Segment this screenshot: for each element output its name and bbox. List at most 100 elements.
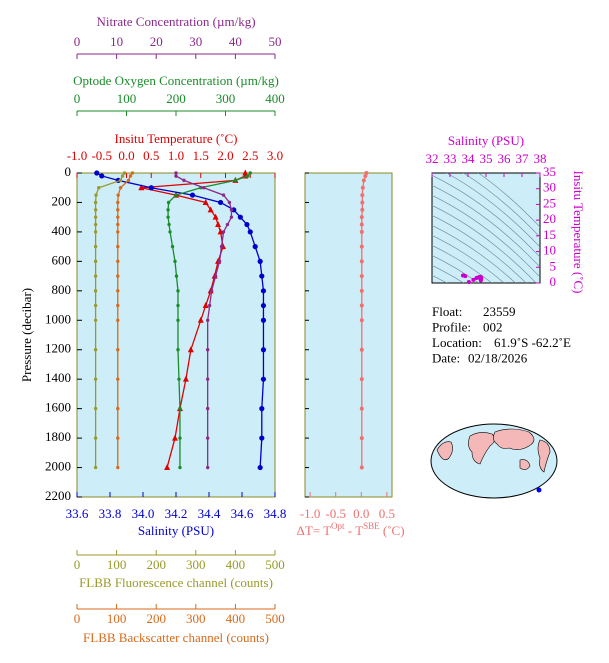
- point: [94, 170, 100, 176]
- point: [128, 174, 133, 178]
- density-contour: [432, 245, 493, 283]
- y-tick-label: 1800: [45, 429, 71, 444]
- plot-background: [431, 172, 541, 284]
- x-tick-label: 34.2: [165, 506, 188, 521]
- point: [221, 193, 226, 197]
- y-tick-label: 0: [550, 274, 557, 289]
- point: [118, 178, 123, 183]
- point: [229, 215, 234, 219]
- x-tick-label: 2.0: [217, 148, 233, 163]
- x-axis-title-part: SBE: [363, 521, 380, 531]
- point: [209, 289, 214, 293]
- y-tick-label: 800: [52, 282, 72, 297]
- point: [168, 230, 172, 234]
- density-contour: [432, 275, 448, 283]
- ts-point: [463, 274, 468, 279]
- point: [233, 178, 238, 183]
- point: [259, 406, 265, 412]
- x-tick-label: 500: [265, 611, 285, 626]
- point: [116, 222, 120, 227]
- point: [359, 215, 364, 220]
- point: [213, 274, 218, 278]
- density-contour: [432, 235, 505, 283]
- point: [205, 436, 210, 440]
- point: [93, 200, 98, 205]
- density-contour: [432, 175, 540, 258]
- x-tick-label: 200: [146, 611, 166, 626]
- point: [167, 222, 171, 227]
- x-tick-label: 1.0: [168, 148, 184, 163]
- world-map: [430, 423, 558, 499]
- x-tick-label: 34.8: [264, 506, 287, 521]
- point: [202, 198, 209, 205]
- point: [93, 377, 98, 381]
- point: [116, 193, 120, 197]
- point: [359, 288, 364, 293]
- y-tick-label: 35: [543, 164, 556, 179]
- x-tick-label: 10: [110, 34, 123, 49]
- point: [116, 436, 120, 440]
- y-tick-label: 1200: [45, 341, 71, 356]
- x-tick-label: 0: [74, 557, 81, 572]
- point: [130, 171, 135, 175]
- info-value: 002: [483, 319, 503, 334]
- x-tick-label: 36: [498, 151, 512, 166]
- point: [361, 178, 366, 183]
- y-tick-label: 1600: [45, 400, 71, 415]
- density-contour: [432, 265, 465, 283]
- point: [227, 200, 232, 205]
- point: [359, 244, 364, 249]
- point: [93, 406, 98, 411]
- point: [93, 208, 98, 212]
- point: [99, 173, 105, 179]
- point: [176, 348, 180, 352]
- point: [360, 207, 365, 212]
- x-tick-label: -1.0: [300, 506, 321, 521]
- y-tick-label: 1000: [45, 311, 71, 326]
- x-tick-label: 400: [226, 611, 246, 626]
- x-tick-label: -1.0: [67, 148, 88, 163]
- x-tick-label: 100: [107, 611, 127, 626]
- x-tick-label: 35: [480, 151, 493, 166]
- point: [174, 171, 178, 175]
- x-tick-label: 200: [146, 557, 166, 572]
- point: [116, 274, 120, 278]
- density-contour: [462, 173, 540, 238]
- x-tick-label: 0: [74, 611, 81, 626]
- x-tick-label: 34.0: [132, 506, 155, 521]
- point: [359, 259, 364, 264]
- x-tick-label: 200: [166, 91, 186, 106]
- x-tick-label: 300: [216, 91, 236, 106]
- point: [359, 222, 364, 227]
- x-tick-label: 2.5: [242, 148, 258, 163]
- x-axis-title-part: - T: [345, 523, 364, 538]
- point: [259, 435, 265, 441]
- point: [116, 406, 120, 411]
- point: [225, 222, 230, 227]
- point: [237, 214, 243, 220]
- point: [359, 436, 364, 441]
- point: [116, 465, 120, 470]
- point: [257, 464, 263, 471]
- point: [217, 199, 224, 206]
- y-tick-label: 2000: [45, 459, 71, 474]
- x-tick-label: 33.6: [66, 506, 89, 521]
- ts-point: [466, 280, 471, 285]
- density-contour: [432, 225, 516, 283]
- point: [359, 377, 364, 382]
- x-tick-label: 0.5: [143, 148, 159, 163]
- point: [178, 436, 182, 440]
- density-contour: [432, 195, 540, 278]
- point: [116, 259, 120, 264]
- x-tick-label: 0.5: [379, 506, 395, 521]
- x-tick-label: 0.0: [353, 506, 369, 521]
- info-value: 02/18/2026: [468, 350, 528, 365]
- point: [116, 377, 120, 381]
- point: [126, 178, 131, 183]
- point: [172, 434, 179, 441]
- point: [94, 193, 98, 197]
- point: [122, 171, 127, 175]
- y-tick-label: 200: [52, 193, 72, 208]
